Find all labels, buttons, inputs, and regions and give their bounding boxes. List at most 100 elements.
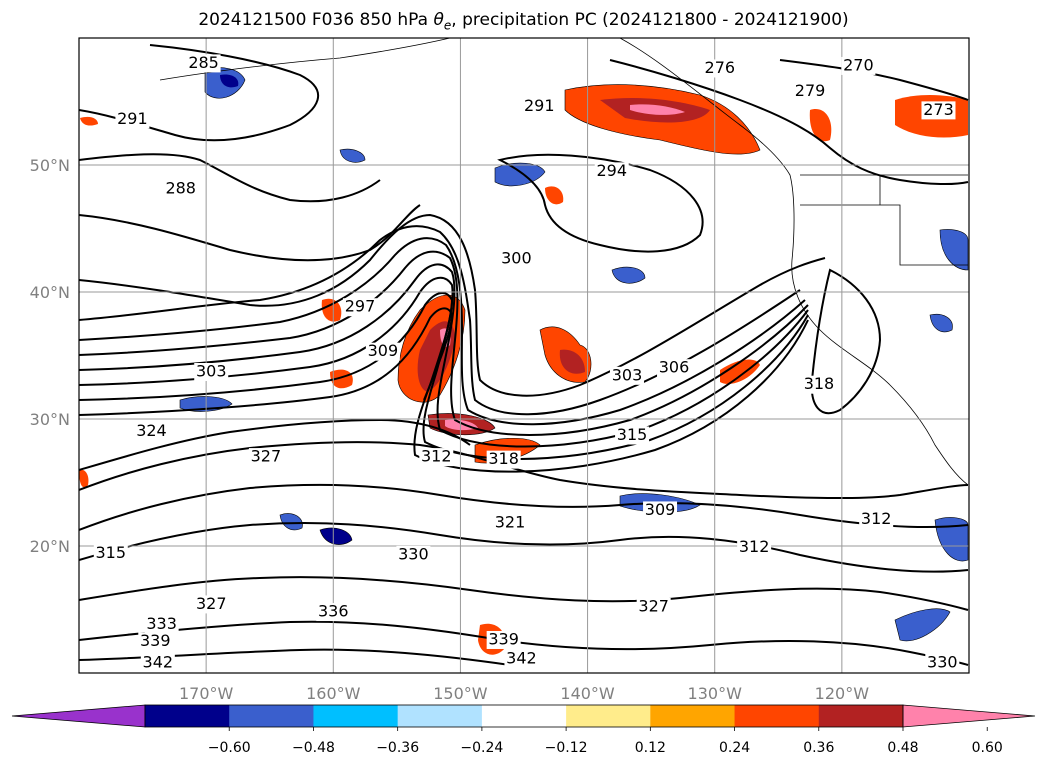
precip-neg-mid2 bbox=[611, 266, 646, 284]
precip-nw-coast bbox=[80, 116, 98, 126]
contour-label-bg bbox=[342, 298, 377, 317]
contour-label-bg bbox=[636, 597, 671, 616]
contour-label-bg bbox=[801, 375, 836, 394]
contour-label-bg bbox=[859, 510, 894, 529]
colorbar-swatch bbox=[145, 705, 230, 727]
contour-label-bg bbox=[594, 162, 629, 181]
contour-label: 306 bbox=[659, 358, 690, 377]
contour-label-bg bbox=[134, 422, 169, 441]
colorbar-swatch bbox=[397, 705, 483, 727]
lat-tick-label: 50°N bbox=[30, 156, 70, 175]
contour-label: 333 bbox=[146, 614, 177, 633]
contour-label-bg bbox=[144, 615, 179, 634]
precip-west-edge bbox=[79, 469, 89, 488]
contour-label-bg bbox=[486, 450, 521, 469]
lat-tick-label: 20°N bbox=[30, 537, 70, 556]
colorbar-swatch bbox=[313, 705, 399, 727]
contour-label-bg bbox=[186, 54, 221, 73]
colorbar-tick-label: −0.48 bbox=[292, 740, 335, 756]
precip-neg-south2 bbox=[319, 527, 353, 545]
contour-label: 279 bbox=[795, 81, 826, 100]
contour-label: 330 bbox=[398, 544, 429, 563]
colorbar-tick-label: 0.60 bbox=[972, 740, 1003, 756]
precip-mid-ocean bbox=[545, 186, 564, 205]
colorbar-swatch bbox=[650, 705, 736, 727]
contour-label-bg bbox=[316, 603, 351, 622]
colorbar-tick-label: 0.36 bbox=[803, 740, 834, 756]
contour-label-bg bbox=[615, 426, 650, 445]
contour-label: 309 bbox=[368, 341, 399, 360]
precip-neg-east-land bbox=[939, 229, 969, 271]
contour-label: 321 bbox=[495, 513, 526, 532]
contour-label: 276 bbox=[705, 58, 736, 77]
contour-label: 285 bbox=[188, 53, 219, 72]
precip-neg-se2 bbox=[934, 517, 969, 562]
colorbar-tick-label: 0.24 bbox=[719, 740, 750, 756]
contour-label-bg bbox=[248, 448, 283, 467]
contour-label: 330 bbox=[927, 652, 958, 671]
contour-labels: 285 291 288 291 294 276 270 273 279 300 297 309 303 3… bbox=[93, 53, 960, 672]
colorbar: −0.60 −0.48 −0.36 −0.24 −0.12 0.12 0.24 0.36 0.4… bbox=[11, 704, 1036, 756]
gridlines bbox=[79, 38, 969, 673]
contour-label-bg bbox=[138, 632, 173, 651]
contour-label-bg bbox=[657, 359, 692, 378]
colorbar-swatch bbox=[566, 705, 651, 727]
precip-neg-east bbox=[929, 313, 953, 333]
colorbar-swatch bbox=[481, 705, 567, 727]
contour-label: 315 bbox=[617, 425, 648, 444]
contour-label: 339 bbox=[140, 631, 171, 650]
colorbar-tick-label: −0.36 bbox=[376, 740, 419, 756]
colorbar-tick-label: −0.24 bbox=[460, 740, 503, 756]
colorbar-extend-min bbox=[11, 704, 146, 728]
contour-label-bg bbox=[522, 97, 557, 116]
lon-tick-label: 160°W bbox=[306, 684, 361, 703]
lat-tick-label: 40°N bbox=[30, 283, 70, 302]
contour-label: 312 bbox=[739, 537, 770, 556]
contour-label-bg bbox=[365, 342, 400, 361]
contour-label-bg bbox=[396, 545, 431, 564]
colorbar-tick-label: 0.12 bbox=[635, 740, 666, 756]
colorbar-swatch bbox=[734, 705, 820, 727]
contour-label: 324 bbox=[136, 421, 167, 440]
precip-neg-nw bbox=[339, 148, 366, 163]
colorbar-tick-label: −0.60 bbox=[208, 740, 251, 756]
precip-neg-aleutian-core bbox=[220, 74, 239, 88]
contour-label-bg bbox=[115, 110, 150, 129]
contour-label: 339 bbox=[488, 629, 519, 648]
colorbar-swatch bbox=[229, 705, 314, 727]
lat-tick-label: 30°N bbox=[30, 410, 70, 429]
contour-label: 327 bbox=[251, 447, 282, 466]
contour-label: 273 bbox=[923, 100, 954, 119]
latitude-labels: 50°N 40°N 30°N 20°N bbox=[30, 156, 70, 556]
contour-label: 327 bbox=[196, 594, 227, 613]
contour-label-bg bbox=[486, 630, 521, 649]
precip-west-2 bbox=[330, 369, 353, 389]
lon-tick-label: 140°W bbox=[560, 684, 615, 703]
precip-neg-mid bbox=[494, 162, 546, 187]
contour-label: 318 bbox=[488, 449, 519, 468]
theta-symbol: θ bbox=[433, 10, 444, 30]
contour-label: 303 bbox=[612, 365, 643, 384]
precip-center-core bbox=[559, 349, 585, 374]
precip-neg-se bbox=[894, 608, 951, 642]
lon-tick-label: 150°W bbox=[433, 684, 488, 703]
contour-label-bg bbox=[643, 501, 678, 520]
contour-label-bg bbox=[925, 653, 960, 672]
map-title: 2024121500 F036 850 hPa θe, precipitatio… bbox=[198, 10, 849, 33]
contour-label-bg bbox=[140, 653, 175, 672]
contour-label: 270 bbox=[843, 55, 874, 74]
precip-west-coast-peak bbox=[630, 104, 685, 115]
contour-label: 312 bbox=[861, 509, 892, 528]
contour-label-bg bbox=[93, 544, 128, 563]
contour-label: 294 bbox=[596, 161, 627, 180]
contour-label-bg bbox=[702, 59, 737, 78]
contour-label: 291 bbox=[524, 96, 555, 115]
contour-label: 318 bbox=[804, 374, 835, 393]
contour-label-bg bbox=[609, 366, 644, 385]
contour-label: 309 bbox=[645, 500, 676, 519]
lon-tick-label: 170°W bbox=[179, 684, 234, 703]
colorbar-frame bbox=[144, 704, 904, 728]
contour-label: 342 bbox=[143, 652, 174, 671]
longitude-labels: 170°W 160°W 150°W 140°W 130°W 120°W bbox=[179, 684, 869, 703]
